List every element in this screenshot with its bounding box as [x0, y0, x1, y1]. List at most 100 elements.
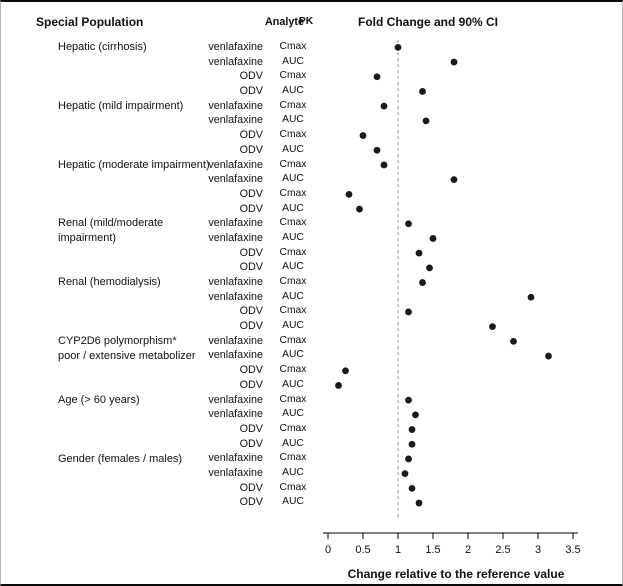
pk-label: Cmax	[279, 364, 307, 376]
column-header-special-population: Special Population	[36, 15, 144, 29]
pk-label: Cmax	[279, 422, 307, 434]
analyte-label: ODV	[239, 437, 263, 450]
fold-change-dot	[345, 190, 353, 198]
fold-change-dot	[527, 293, 535, 301]
analyte-label: ODV	[239, 481, 263, 494]
analyte-label: venlafaxine	[208, 231, 263, 244]
forest-plot-chart: 0 0.5 1 1.5 2 2.5 3 3.5	[323, 40, 581, 556]
fold-change-dot	[405, 455, 412, 463]
x-axis-tick-label: 0.5	[355, 544, 370, 556]
x-axis-tick-label: 2.5	[495, 544, 510, 556]
pk-label: Cmax	[279, 334, 307, 346]
fold-change-dot	[429, 235, 437, 242]
pk-label: AUC	[282, 55, 304, 67]
pk-label: Cmax	[279, 393, 307, 405]
table-row: ODV AUC	[1, 319, 316, 334]
pk-label: Cmax	[279, 452, 307, 464]
pk-label: Cmax	[279, 158, 307, 170]
analyte-label: venlafaxine	[208, 41, 263, 53]
analyte-label: ODV	[239, 261, 263, 274]
fold-change-dot	[408, 484, 416, 492]
fold-change-dot	[380, 161, 388, 169]
pk-label: Cmax	[279, 246, 307, 258]
column-header-pk: PK	[298, 16, 314, 27]
column-header-analyte: Analyte	[264, 16, 304, 28]
fold-change-dot	[405, 308, 412, 316]
fold-change-dot	[415, 249, 423, 257]
table-row: venlafaxine AUC	[1, 290, 316, 305]
fold-change-dot	[342, 367, 349, 375]
fold-change-dot	[373, 73, 381, 81]
pk-label: AUC	[282, 290, 304, 302]
pk-label: AUC	[282, 349, 304, 361]
analyte-label: ODV	[239, 378, 263, 391]
pk-label: AUC	[282, 437, 304, 449]
x-axis-tick-label: 3	[535, 544, 541, 556]
pk-label: AUC	[282, 408, 304, 420]
pk-label: AUC	[282, 231, 304, 243]
table-row: venlafaxine Cmax	[1, 451, 316, 466]
fold-change-dot	[450, 176, 458, 184]
pk-label: Cmax	[279, 41, 307, 52]
table-row: venlafaxine AUC	[1, 113, 316, 128]
analyte-label: venlafaxine	[208, 408, 263, 421]
pk-label: AUC	[282, 320, 304, 332]
table-row: venlafaxine Cmax	[1, 99, 316, 114]
fold-change-dot	[401, 470, 409, 478]
population-label: Hepatic (mild impairment)	[58, 99, 184, 112]
pk-label: Cmax	[279, 129, 307, 141]
x-axis-tick-label: 0	[325, 544, 331, 556]
x-axis-tick-label: 2	[465, 544, 471, 556]
population-label: CYP2D6 polymorphism* poor / extensive me…	[58, 335, 196, 362]
analyte-label: venlafaxine	[208, 334, 263, 347]
analyte-label: ODV	[239, 246, 263, 259]
analyte-pk-rows: venlafaxine Cmax venlafaxine AUC ODV Cmax ODV A…	[1, 40, 316, 510]
analyte-label: venlafaxine	[208, 158, 263, 171]
analyte-label: ODV	[239, 187, 263, 200]
table-row: ODV Cmax	[1, 187, 316, 202]
table-row: ODV Cmax	[1, 69, 316, 84]
table-row: ODV Cmax	[1, 304, 316, 319]
population-label: Hepatic (cirrhosis)	[58, 41, 147, 53]
table-row: venlafaxine AUC	[1, 172, 316, 187]
population-label: Age (> 60 years)	[58, 393, 140, 406]
pk-label: AUC	[282, 173, 304, 185]
table-row: ODV Cmax	[1, 422, 316, 437]
analyte-label: venlafaxine	[208, 349, 263, 362]
analyte-label: ODV	[239, 320, 263, 333]
analyte-label: ODV	[239, 143, 263, 156]
table-row: ODV AUC	[1, 437, 316, 452]
table-row: venlafaxine AUC	[1, 466, 316, 481]
population-label: Renal (mild/moderate impairment)	[58, 217, 164, 245]
population-label: Hepatic (moderate impairment)	[58, 158, 210, 171]
fold-change-dot	[450, 58, 458, 66]
pk-label: AUC	[282, 496, 304, 508]
fold-change-dot	[356, 205, 363, 213]
fold-change-dot	[545, 352, 552, 360]
pk-label: Cmax	[279, 187, 307, 199]
pk-label: AUC	[282, 466, 304, 478]
pk-label: AUC	[282, 202, 304, 214]
table-row: ODV AUC	[1, 202, 316, 217]
analyte-label: ODV	[239, 85, 263, 98]
fold-change-dot	[408, 426, 416, 433]
x-axis-tick-label: 1	[395, 544, 401, 556]
analyte-label: ODV	[239, 422, 263, 435]
population-label: Gender (females / males)	[58, 452, 183, 465]
pk-label: Cmax	[279, 99, 307, 111]
x-axis-tick-label: 3.5	[565, 544, 580, 556]
pk-label: Cmax	[279, 70, 307, 82]
fold-change-dot	[335, 382, 342, 389]
table-row: ODV AUC	[1, 143, 316, 158]
analyte-label: venlafaxine	[208, 55, 263, 68]
analyte-label: venlafaxine	[208, 173, 263, 186]
fold-change-dot	[405, 220, 412, 228]
fold-change-dot	[394, 43, 402, 51]
analyte-label: venlafaxine	[208, 466, 263, 479]
table-row: venlafaxine AUC	[1, 231, 316, 246]
table-row: venlafaxine Cmax	[1, 158, 316, 173]
table-row: venlafaxine Cmax	[1, 40, 316, 55]
analyte-label: venlafaxine	[208, 99, 263, 112]
fold-change-dot	[408, 440, 416, 448]
table-row: ODV AUC	[1, 260, 316, 275]
